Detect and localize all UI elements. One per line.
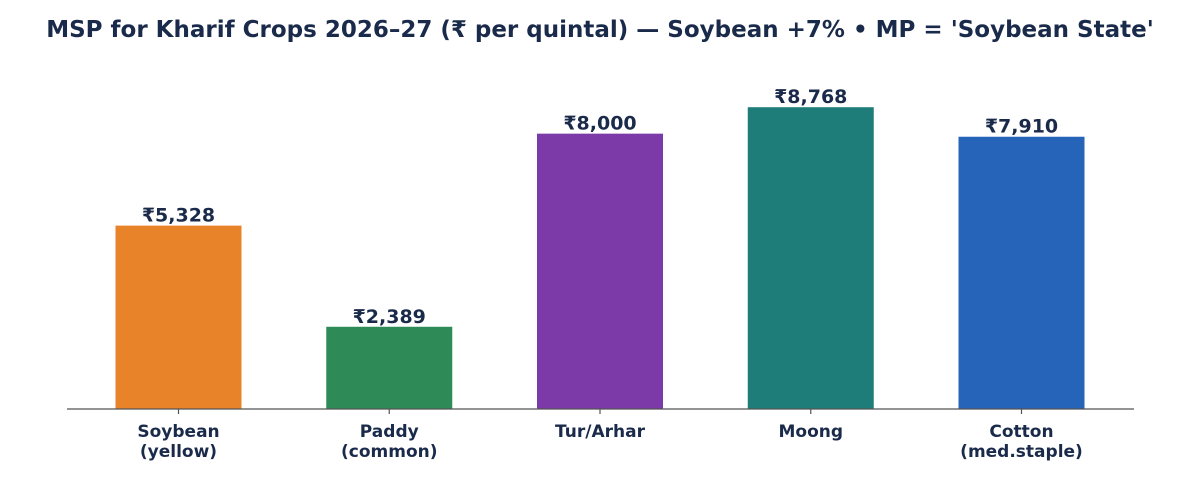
bar-value-label-0: ₹5,328 xyxy=(142,205,215,227)
x-tick-label-4-1: (med.staple) xyxy=(960,442,1083,462)
x-tick-label-4-0: Cotton xyxy=(989,422,1053,442)
x-tick-label-0-1: (yellow) xyxy=(140,442,217,462)
x-tick-label-0-0: Soybean xyxy=(137,422,219,442)
x-tick-label-2-0: Tur/Arhar xyxy=(555,422,646,442)
bar-2 xyxy=(537,133,663,409)
bar-value-label-2: ₹8,000 xyxy=(563,113,636,135)
labels-layer: ₹5,328 Soybean(yellow) ₹2,389 Paddy(common)… xyxy=(137,86,1082,462)
x-tick-label-1-1: (common) xyxy=(341,442,438,462)
x-tick-label-1-0: Paddy xyxy=(360,422,419,442)
bar-0 xyxy=(115,225,242,409)
bars-layer xyxy=(115,107,1085,410)
bar-value-label-1: ₹2,389 xyxy=(353,306,426,328)
bar-1 xyxy=(326,326,453,409)
bar-3 xyxy=(747,107,874,410)
bar-value-label-3: ₹8,768 xyxy=(774,86,847,108)
bar-value-label-4: ₹7,910 xyxy=(985,116,1058,138)
x-tick-label-3-0: Moong xyxy=(778,422,843,442)
bar-4 xyxy=(958,136,1085,410)
chart-title: MSP for Kharif Crops 2026–27 (₹ per quin… xyxy=(46,17,1154,43)
